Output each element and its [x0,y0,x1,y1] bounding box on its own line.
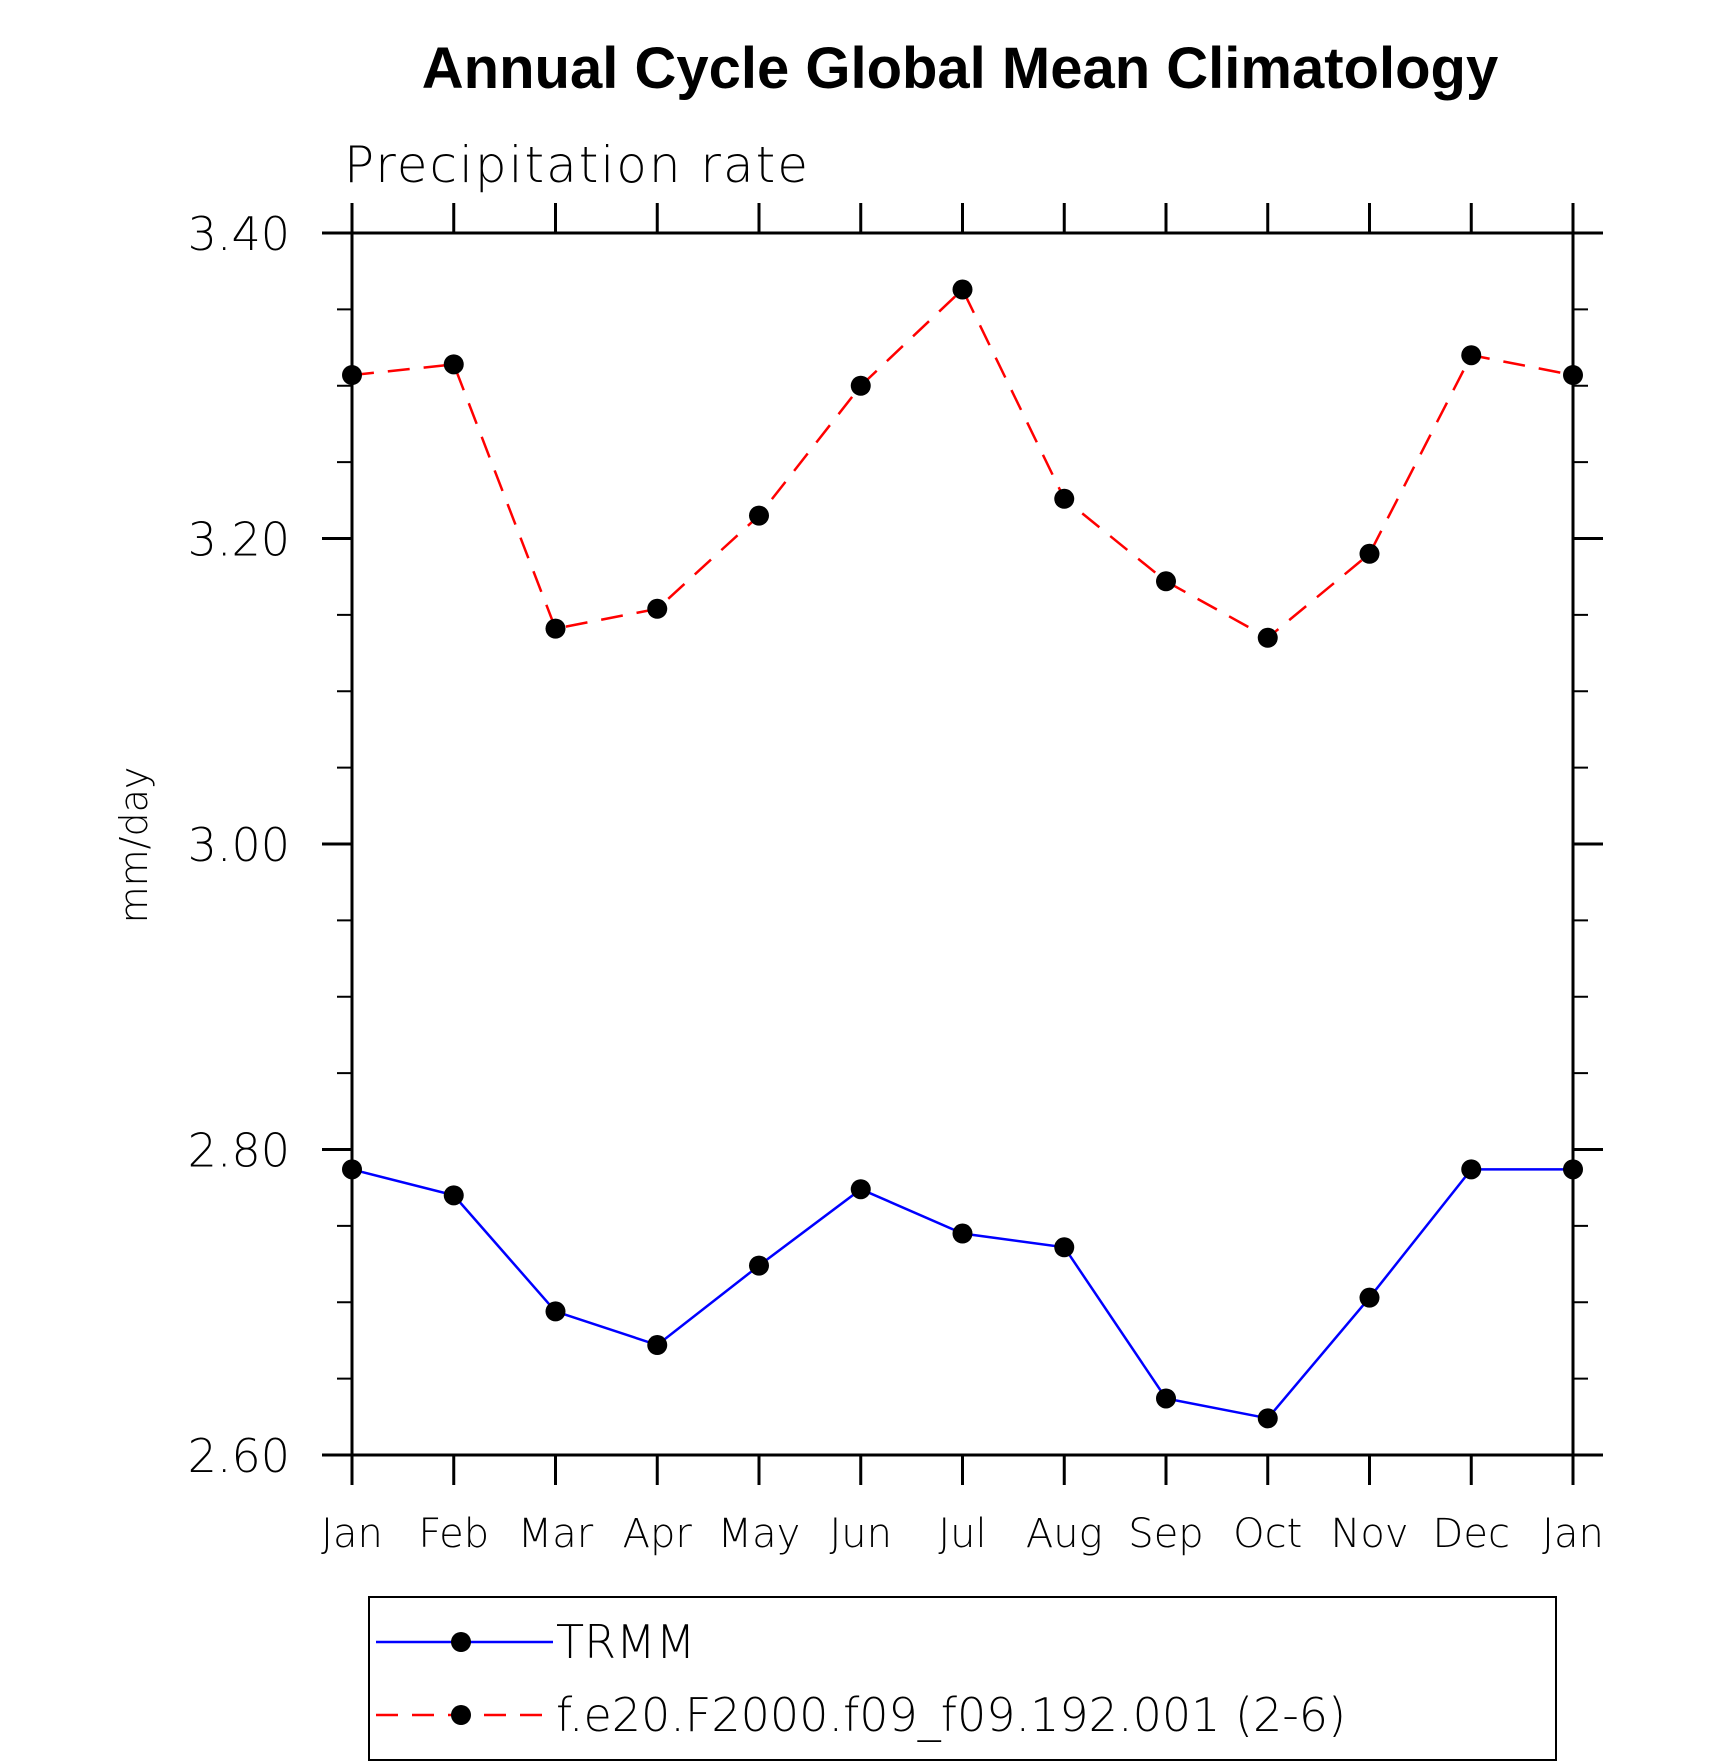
y-tick-label: 3.00 [188,818,290,872]
data-point [545,1301,566,1322]
data-point [1359,543,1380,564]
data-point [545,618,566,639]
x-tick-label: Mar [518,1511,594,1557]
data-point [1563,365,1583,386]
legend-marker-model [451,1705,471,1725]
legend-label-trmm: TRMM [556,1615,695,1669]
x-tick-label: Jan [1542,1511,1604,1557]
data-point [443,354,464,375]
chart-title: Annual Cycle Global Mean Climatology [422,36,1498,101]
data-point [1257,1408,1278,1429]
x-tick-label: Dec [1433,1511,1510,1557]
data-point [1054,488,1075,509]
data-point [443,1185,464,1206]
y-axis-label: mm/day [112,767,156,924]
legend-box [368,1596,1557,1761]
data-point [1563,1159,1583,1180]
x-tick-labels: Jan Feb Mar Apr May Jun Jul Aug Sep Oct Nov Dec Jan [321,1511,1604,1557]
x-tick-label: Feb [418,1511,489,1557]
data-point [647,1335,668,1356]
data-point [952,1223,973,1244]
data-point [850,375,871,396]
x-tick-label: May [718,1511,801,1557]
data-point [1054,1237,1075,1258]
data-point [1359,1287,1380,1308]
x-tick-label: Jan [321,1511,383,1557]
y-tick-label: 2.80 [188,1124,290,1178]
data-point [342,1159,362,1180]
series-line-1 [351,287,1574,640]
x-tick-label: Jul [938,1511,986,1557]
legend: TRMM f.e20.F2000.f09_f09.192.001 (2-6) [368,1596,1557,1761]
series-line-0 [351,1168,1573,1420]
x-tick-label: Sep [1128,1511,1203,1557]
chart-subtitle: Precipitation rate [344,136,810,194]
data-point [1156,571,1176,592]
y-tick-label: 3.20 [188,513,290,567]
y-tick-label: 3.40 [188,207,290,261]
data-point [1461,345,1482,366]
data-point [342,365,362,386]
x-tick-label: Nov [1330,1511,1408,1557]
data-point [749,505,769,526]
x-tick-label: Aug [1026,1511,1103,1557]
data-point [647,598,668,619]
legend-label-model: f.e20.F2000.f09_f09.192.001 (2-6) [556,1688,1346,1742]
y-tick-label: 2.60 [188,1429,290,1483]
data-point [749,1255,769,1276]
data-point [1257,627,1278,648]
x-tick-label: Apr [623,1511,693,1557]
data-point [1461,1159,1482,1180]
series-layer [342,279,1583,1429]
data-point [1156,1388,1176,1409]
data-point [850,1179,871,1200]
x-tick-label: Jun [830,1511,893,1557]
y-tick-labels: 2.60 2.80 3.00 3.20 3.40 [188,207,290,1483]
x-tick-label: Oct [1233,1511,1302,1557]
axis-ticks [322,203,1603,1485]
data-point [952,279,973,300]
legend-marker-trmm [451,1632,471,1652]
